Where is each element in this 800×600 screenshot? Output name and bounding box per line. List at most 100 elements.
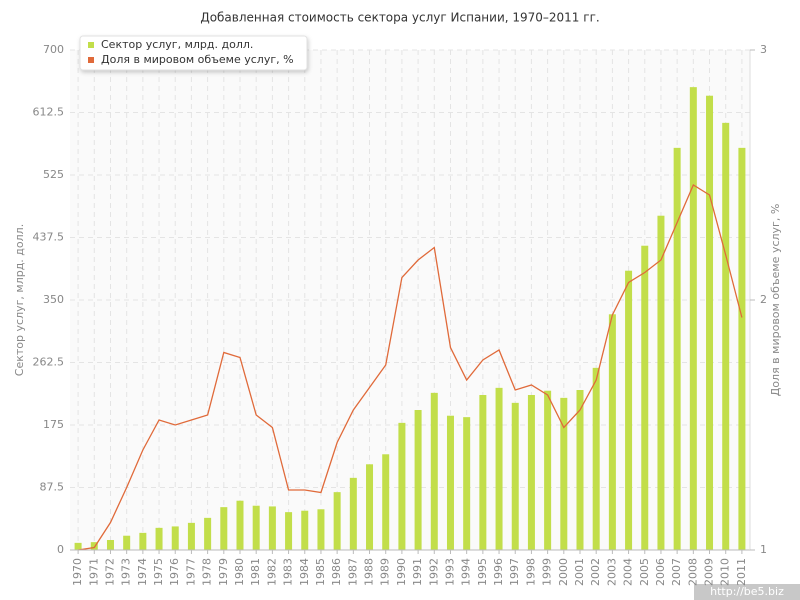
x-tick-label: 1993 bbox=[443, 558, 456, 586]
bar bbox=[592, 367, 600, 550]
bar bbox=[560, 397, 568, 550]
bar bbox=[722, 122, 730, 550]
y-tick-label: 525 bbox=[43, 168, 64, 181]
x-tick-label: 1990 bbox=[395, 558, 408, 586]
bar bbox=[155, 527, 163, 550]
x-tick-label: 1985 bbox=[314, 558, 327, 586]
line bbox=[77, 184, 743, 551]
bar bbox=[139, 532, 147, 550]
y-tick-label: 262.5 bbox=[33, 356, 65, 369]
y2-tick-label: 2 bbox=[760, 293, 767, 306]
x-tick-label: 1981 bbox=[249, 558, 262, 586]
marks bbox=[74, 87, 746, 551]
bar bbox=[74, 542, 82, 550]
x-tick-label: 1980 bbox=[233, 558, 246, 586]
bar bbox=[317, 509, 325, 550]
bar bbox=[301, 510, 309, 550]
bar bbox=[414, 410, 422, 550]
x-tick-label: 2004 bbox=[622, 558, 635, 586]
x-tick-label: 1972 bbox=[103, 558, 116, 586]
bar bbox=[430, 392, 438, 550]
x-tick-label: 1974 bbox=[136, 558, 149, 586]
x-tick-label: 1978 bbox=[201, 558, 214, 586]
x-tick-label: 2009 bbox=[703, 558, 716, 586]
y2-tick-label: 3 bbox=[760, 43, 767, 56]
bar bbox=[641, 245, 649, 550]
x-tick-label: 2001 bbox=[573, 558, 586, 586]
chart-title: Добавленная стоимость сектора услуг Испа… bbox=[200, 11, 599, 25]
bar bbox=[106, 540, 114, 550]
x-tick-label: 1997 bbox=[508, 558, 521, 586]
x-tick-label: 1987 bbox=[346, 558, 359, 586]
legend-label: Сектор услуг, млрд. долл. bbox=[101, 38, 253, 51]
x-tick-label: 1971 bbox=[87, 558, 100, 586]
x-tick-label: 1979 bbox=[217, 558, 230, 586]
x-tick-label: 1975 bbox=[152, 558, 165, 586]
x-tick-label: 1970 bbox=[71, 558, 84, 586]
y-tick-label: 437.5 bbox=[33, 231, 65, 244]
bar bbox=[625, 270, 633, 550]
bar bbox=[706, 95, 714, 550]
x-tick-label: 1982 bbox=[265, 558, 278, 586]
bar bbox=[608, 314, 616, 550]
watermark: http://be5.biz bbox=[710, 585, 784, 598]
bar bbox=[398, 422, 406, 550]
legend-swatch bbox=[88, 57, 94, 63]
bar bbox=[382, 454, 390, 550]
bar bbox=[366, 464, 374, 550]
x-tick-label: 2008 bbox=[686, 558, 699, 586]
bar bbox=[463, 417, 471, 550]
x-tick-label: 2011 bbox=[735, 558, 748, 586]
bar bbox=[479, 395, 487, 550]
bar bbox=[738, 147, 746, 550]
x-tick-label: 2000 bbox=[557, 558, 570, 586]
y-tick-label: 350 bbox=[43, 293, 64, 306]
y2-tick-label: 1 bbox=[760, 543, 767, 556]
plot-area bbox=[70, 50, 750, 550]
legend-box bbox=[79, 35, 308, 71]
bar bbox=[268, 506, 276, 550]
legend-swatch bbox=[88, 42, 94, 48]
bar bbox=[204, 517, 212, 550]
x-tick-label: 1991 bbox=[411, 558, 424, 586]
bar bbox=[527, 395, 535, 550]
x-tick-label: 2003 bbox=[605, 558, 618, 586]
x-tick-label: 1988 bbox=[363, 558, 376, 586]
y-tick-label: 700 bbox=[43, 43, 64, 56]
x-tick-label: 1976 bbox=[168, 558, 181, 586]
watermark-box bbox=[694, 584, 800, 600]
x-tick-label: 1994 bbox=[460, 558, 473, 586]
x-tick-label: 1998 bbox=[524, 558, 537, 586]
bar bbox=[90, 542, 98, 550]
bar bbox=[576, 390, 584, 550]
x-tick-label: 2006 bbox=[654, 558, 667, 586]
bar bbox=[171, 526, 179, 550]
bar bbox=[220, 507, 228, 550]
bar bbox=[511, 402, 519, 550]
x-tick-label: 1996 bbox=[492, 558, 505, 586]
x-tick-label: 1995 bbox=[476, 558, 489, 586]
bar bbox=[673, 147, 681, 550]
x-tick-label: 1984 bbox=[298, 558, 311, 586]
bar bbox=[236, 500, 244, 550]
bar bbox=[187, 522, 195, 550]
bar bbox=[657, 215, 665, 550]
x-tick-label: 2007 bbox=[670, 558, 683, 586]
x-tick-label: 1973 bbox=[120, 558, 133, 586]
bar bbox=[544, 390, 552, 550]
y-tick-label: 175 bbox=[43, 418, 64, 431]
x-tick-label: 1986 bbox=[330, 558, 343, 586]
y-axis-title: Сектор услуг, млрд. долл. bbox=[13, 224, 26, 376]
x-tick-label: 2010 bbox=[719, 558, 732, 586]
bar bbox=[123, 535, 131, 550]
bar bbox=[349, 477, 357, 550]
x-tick-label: 1983 bbox=[282, 558, 295, 586]
y2-axis-title: Доля в мировом объеме услуг, % bbox=[769, 204, 782, 397]
bar bbox=[285, 512, 293, 550]
x-tick-label: 1992 bbox=[427, 558, 440, 586]
y-tick-label: 612.5 bbox=[33, 106, 65, 119]
x-tick-label: 1989 bbox=[379, 558, 392, 586]
bar bbox=[446, 415, 454, 550]
bar bbox=[333, 492, 341, 550]
